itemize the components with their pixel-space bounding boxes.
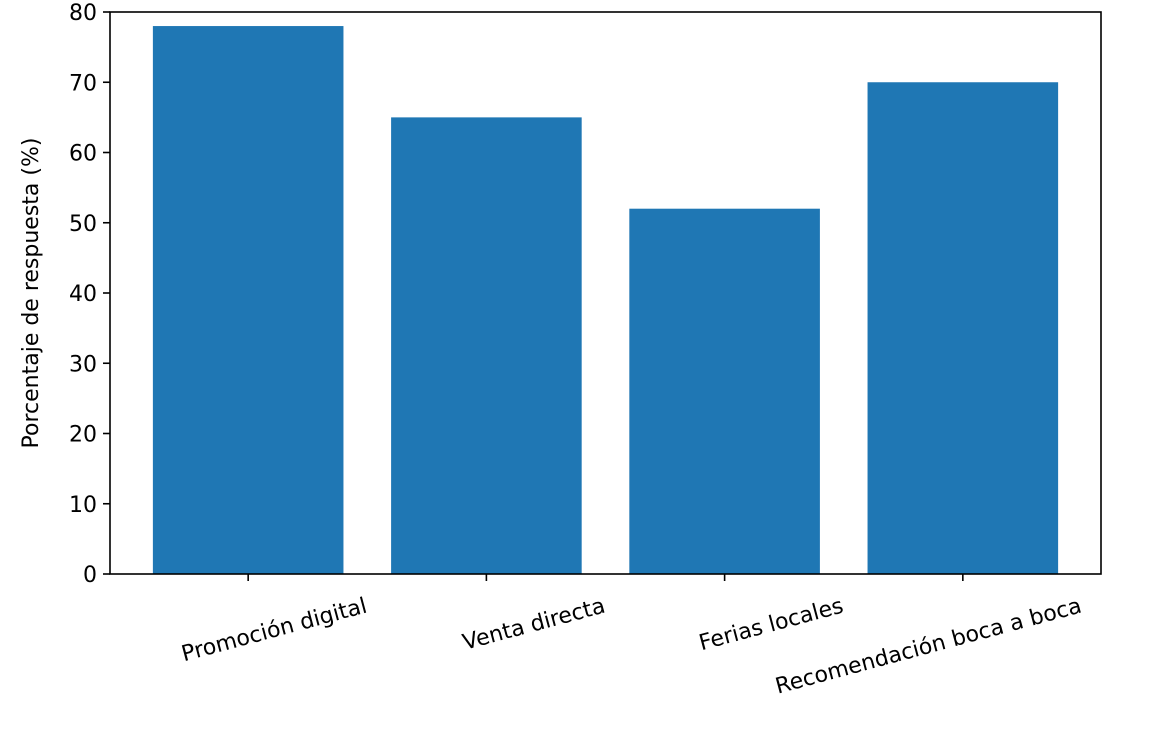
y-tick-label: 30 [69,352,97,377]
x-tick-label: Promoción digital [179,594,370,668]
bar-0 [152,26,344,575]
y-tick-label: 50 [69,212,97,237]
x-tick-label: Venta directa [460,594,608,656]
y-tick-label: 20 [69,423,97,448]
y-axis-label: Porcentaje de respuesta (%) [19,138,44,449]
y-tick-label: 0 [83,563,97,588]
y-tick-label: 80 [69,1,97,26]
bar-3 [867,82,1059,574]
x-tick-label: Ferias locales [696,594,846,657]
y-tick-label: 60 [69,142,97,167]
bar-1 [391,117,582,574]
y-tick-label: 70 [69,71,97,96]
bars-group [152,26,1059,575]
y-tick-label: 40 [69,282,97,307]
bar-2 [629,208,820,574]
x-axis: Promoción digital Venta directa Ferias loc… [179,574,1084,700]
y-tick-label: 10 [69,493,97,518]
y-axis: 0 10 20 30 40 50 60 70 80 [69,1,110,588]
